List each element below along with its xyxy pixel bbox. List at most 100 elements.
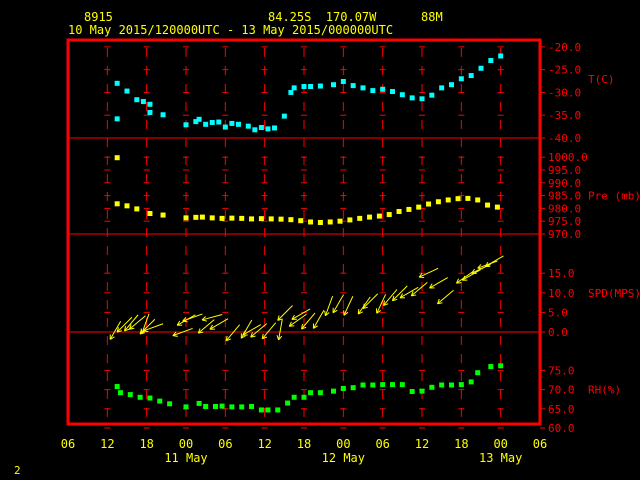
time-range: 10 May 2015/120000UTC - 13 May 2015/0000… <box>68 23 394 37</box>
wind-arrow-head <box>278 335 283 341</box>
data-point-t <box>317 83 323 89</box>
wind-arrow-shaft <box>332 294 344 314</box>
wind-arrow-head <box>383 300 385 306</box>
wind-arrow-shaft <box>437 289 454 305</box>
wind-arrow-shaft <box>261 322 277 340</box>
wind-arrow <box>182 313 203 323</box>
data-point-rh <box>265 407 271 413</box>
y-tick-label: -40.0 <box>548 132 581 145</box>
data-point-t <box>308 84 314 90</box>
wind-arrow-head <box>128 324 132 330</box>
wind-arrow-head <box>139 332 145 335</box>
wind-arrow-shaft <box>324 295 334 316</box>
station-elevation: 88M <box>421 10 443 24</box>
wind-arrow-shaft <box>485 255 504 267</box>
wind-arrow-head <box>124 328 130 332</box>
data-point-pre <box>367 214 373 220</box>
data-point-pre <box>357 215 363 221</box>
data-point-rh <box>117 390 123 396</box>
data-point-rh <box>429 384 435 390</box>
data-point-t <box>134 97 140 103</box>
wind-arrow <box>301 312 316 330</box>
data-point-rh <box>468 379 474 385</box>
data-point-rh <box>213 403 218 409</box>
y-tick-label: 5.0 <box>548 306 568 319</box>
y-tick-label: -30.0 <box>548 86 581 99</box>
data-point-t <box>147 101 153 107</box>
data-point-rh <box>409 389 415 395</box>
x-tick-label: 18 <box>297 437 311 451</box>
data-point-pre <box>209 215 215 221</box>
wind-arrow-head <box>116 330 123 333</box>
data-point-t <box>399 92 405 98</box>
data-point-rh <box>498 363 504 369</box>
wind-arrow <box>343 296 354 316</box>
x-date-label: 11 May <box>164 451 207 465</box>
data-point-t <box>114 116 120 122</box>
wind-arrow <box>429 277 448 289</box>
wind-arrow-shaft <box>242 324 262 336</box>
wind-arrow <box>461 269 481 281</box>
data-point-pre <box>134 206 140 212</box>
wind-arrow <box>418 267 439 278</box>
wind-arrow-head <box>383 303 389 306</box>
panel-label-pre: Pre (mb) <box>588 190 640 203</box>
data-point-pre <box>317 219 323 225</box>
y-tick-label: 60.0 <box>548 422 575 435</box>
station-location: 84.25S 170.07W <box>268 10 377 24</box>
wind-arrow-head <box>201 319 207 322</box>
wind-arrow <box>288 313 307 327</box>
wind-arrow-shaft <box>291 308 311 320</box>
data-point-t <box>209 120 215 126</box>
wind-arrow-head <box>277 315 280 321</box>
wind-arrow <box>324 295 334 317</box>
wind-arrow-head <box>399 293 404 299</box>
x-tick-label: 12 <box>415 437 429 451</box>
wind-arrow-head <box>172 335 178 337</box>
wind-arrow <box>332 294 344 314</box>
data-point-t <box>449 82 454 88</box>
wind-arrow-head <box>392 298 398 302</box>
station-id: 8915 <box>84 10 113 24</box>
wind-arrow-shaft <box>418 267 439 278</box>
wind-arrow-shaft <box>456 270 474 284</box>
wind-arrow <box>209 318 229 330</box>
data-point-t <box>229 120 235 126</box>
wind-arrow <box>109 320 122 340</box>
data-point-rh <box>167 401 173 407</box>
data-point-rh <box>229 404 235 410</box>
data-point-t <box>439 85 445 91</box>
y-tick-label: 980.0 <box>548 202 581 215</box>
wind-arrow-head <box>143 330 149 333</box>
x-tick-label: 00 <box>493 437 507 451</box>
data-point-pre <box>147 211 153 217</box>
data-point-pre <box>239 215 245 221</box>
data-point-t <box>409 95 415 101</box>
wind-arrow-shaft <box>399 286 419 299</box>
wind-arrow-shaft <box>129 315 146 330</box>
wind-arrow-head <box>288 321 292 327</box>
x-tick-label: 06 <box>375 437 389 451</box>
wind-arrow <box>142 323 164 333</box>
x-tick-label: 18 <box>139 437 153 451</box>
grid-layer <box>68 46 540 429</box>
wind-arrow-head <box>437 302 443 305</box>
x-date-label: 13 May <box>479 451 522 465</box>
wind-arrow-head <box>142 326 148 332</box>
data-point-t <box>331 82 336 88</box>
wind-arrow-shaft <box>182 313 203 322</box>
data-point-pre <box>475 197 481 203</box>
y-tick-label: 1000.0 <box>548 151 588 164</box>
data-point-rh <box>439 382 445 388</box>
data-point-rh <box>488 364 494 370</box>
wind-arrow-shaft <box>462 269 481 281</box>
data-point-t <box>498 53 504 59</box>
wind-arrow-shaft <box>139 318 156 335</box>
wind-arrow-head <box>198 331 204 334</box>
data-point-t <box>258 125 264 131</box>
wind-arrow <box>410 282 428 297</box>
data-point-t <box>419 96 425 102</box>
wind-arrow <box>455 270 474 284</box>
y-tick-label: 970.0 <box>548 228 581 241</box>
data-point-pre <box>308 219 314 225</box>
